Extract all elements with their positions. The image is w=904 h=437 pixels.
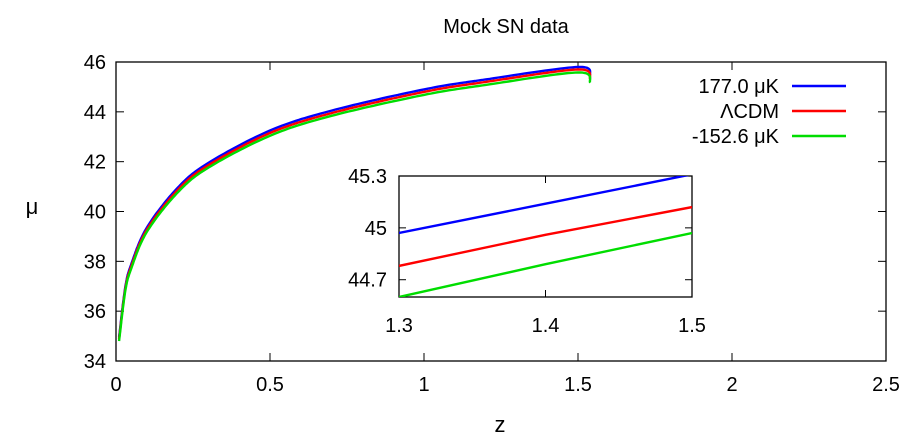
- y-axis-title: μ: [26, 194, 39, 219]
- main-y-tick-label: 40: [84, 202, 106, 224]
- main-y-tick-label: 34: [84, 351, 106, 373]
- legend: 177.0 μK ΛCDM -152.6 μK: [692, 76, 846, 148]
- main-plot-area: 0 0.5 1 1.5 2 2.5 34 36 38 40 42 44 46: [84, 52, 900, 396]
- inset-plot-area: 1.3 1.4 1.5 44.7 45 45.3: [348, 166, 706, 337]
- inset-series-line-2: [399, 231, 692, 297]
- legend-label: ΛCDM: [720, 101, 779, 123]
- inset-series-line-0: [399, 176, 690, 235]
- main-y-tick-label: 44: [84, 102, 106, 124]
- main-x-tick-label: 0: [110, 374, 121, 396]
- inset-y-tick-label: 44.7: [348, 270, 387, 292]
- inset-x-tick-label: 1.3: [385, 315, 413, 337]
- main-x-tick-label: 2: [726, 374, 737, 396]
- inset-x-tick-label: 1.4: [532, 315, 560, 337]
- main-x-tick-label: 1: [418, 374, 429, 396]
- x-axis-title: z: [495, 412, 506, 437]
- main-y-tick-label: 46: [84, 52, 106, 74]
- main-y-tick-label: 36: [84, 301, 106, 323]
- inset-y-tick-label: 45.3: [348, 166, 387, 188]
- legend-label: 177.0 μK: [699, 76, 780, 98]
- inset-x-tick-label: 1.5: [678, 315, 706, 337]
- main-x-tick-label: 0.5: [256, 374, 284, 396]
- main-series-line-2: [117, 71, 592, 342]
- inset-y-tick-label: 45: [365, 218, 387, 240]
- chart-title: Mock SN data: [443, 16, 569, 38]
- main-y-tick-label: 38: [84, 251, 106, 273]
- main-x-tick-label: 2.5: [872, 374, 900, 396]
- main-x-tick-label: 1.5: [564, 374, 592, 396]
- inset-series-line-1: [399, 205, 692, 268]
- main-y-tick-label: 42: [84, 152, 106, 174]
- inset-frame: [398, 175, 693, 298]
- legend-label: -152.6 μK: [692, 126, 780, 148]
